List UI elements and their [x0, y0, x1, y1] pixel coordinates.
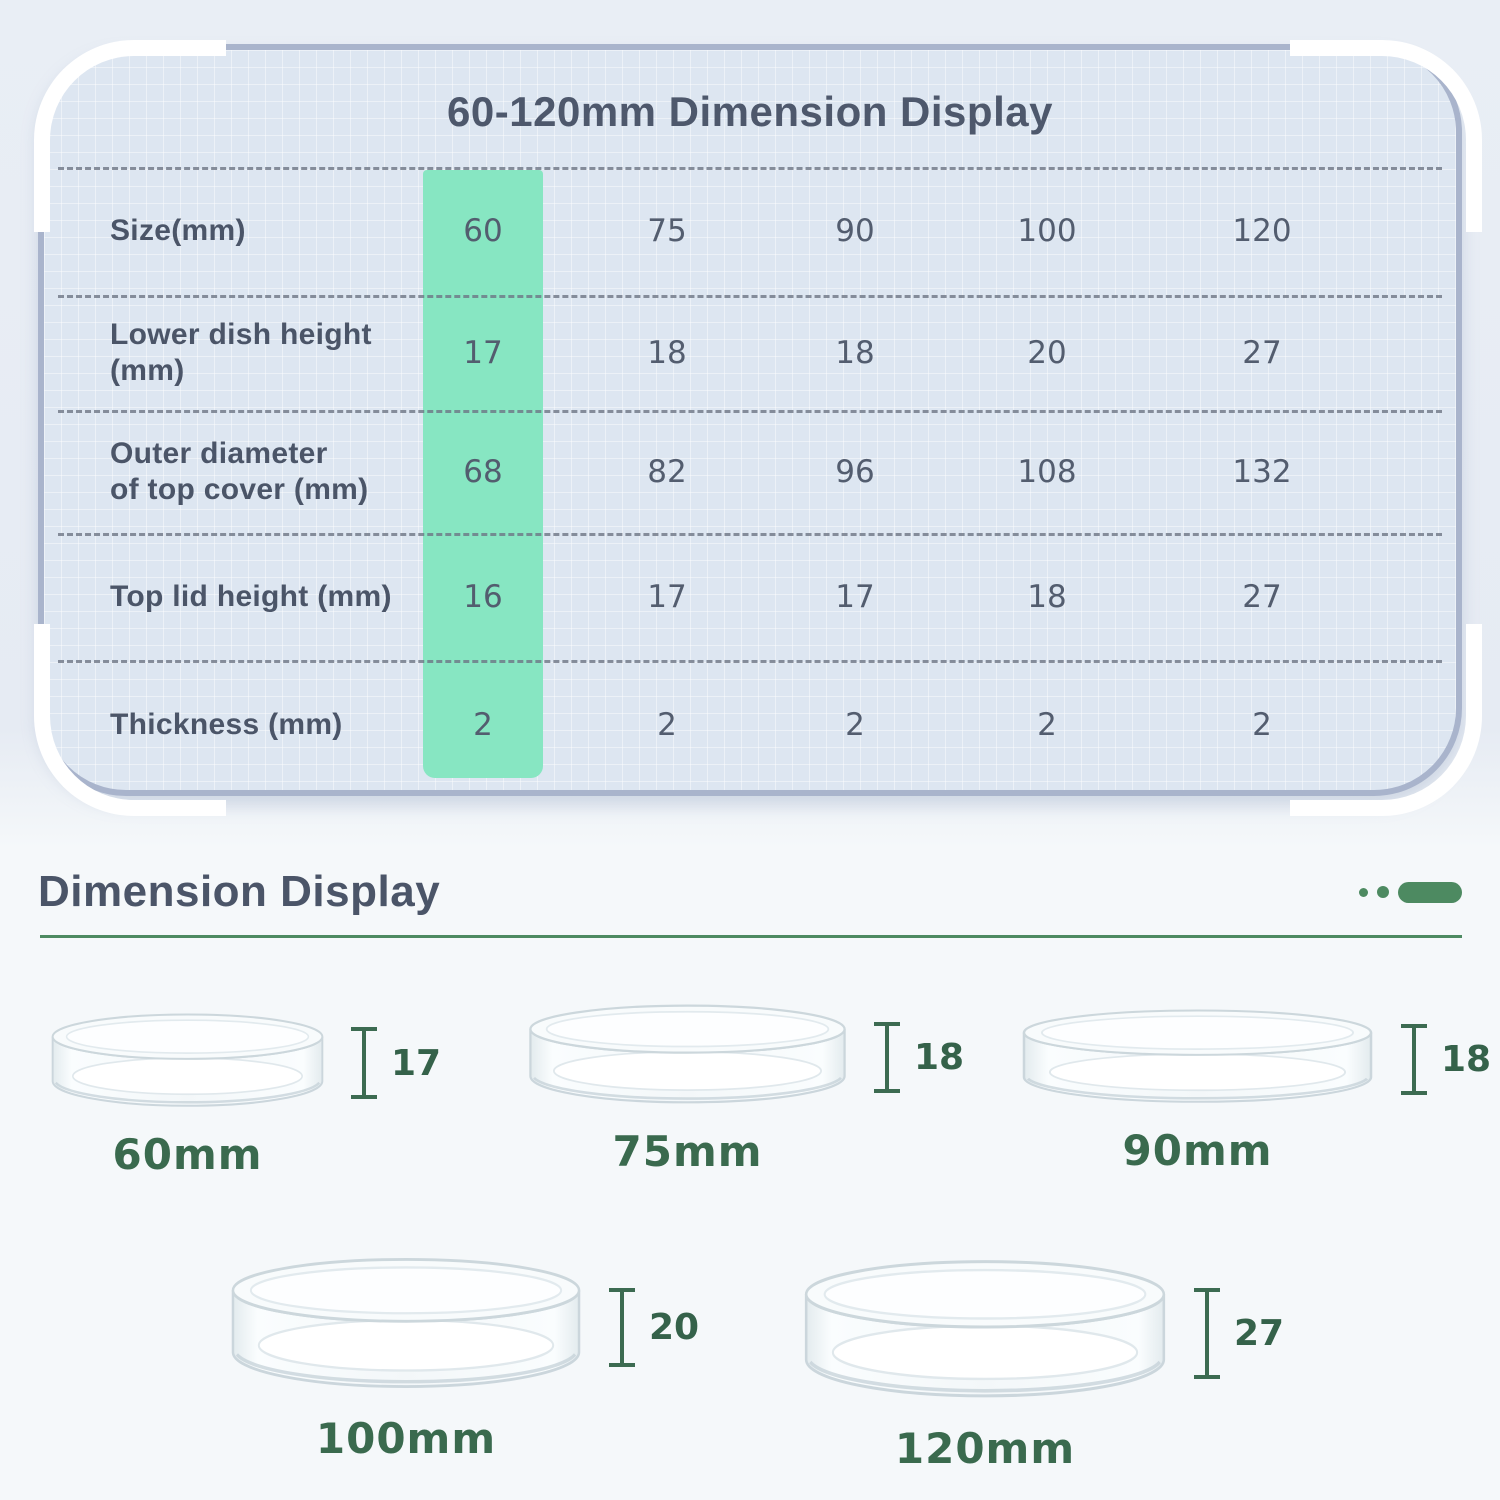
cell-value: 100 [1017, 213, 1077, 249]
dimension-table-card: 60-120mm Dimension Display Size(mm) 60 7… [38, 44, 1462, 796]
cell-value: 2 [845, 707, 865, 743]
dish-60mm: 17 60mm [48, 1012, 441, 1179]
table-row-thickness: Thickness (mm) 2 2 2 2 2 [44, 660, 1456, 790]
petri-dish-illustration [529, 1004, 846, 1104]
table-row-size: Size(mm) 60 75 90 100 120 [44, 167, 1456, 295]
dimension-display-section: Dimension Display 17 60mm [0, 848, 1500, 1500]
row-label: Size(mm) [110, 214, 246, 247]
cell-value: 2 [657, 707, 677, 743]
dish-size-label: 120mm [894, 1424, 1076, 1473]
cell-value: 17 [463, 334, 503, 371]
dish-75mm: 18 75mm [525, 1003, 964, 1176]
cell-value: 2 [1252, 707, 1272, 743]
cell-value: 18 [647, 334, 687, 371]
cell-value: 132 [1232, 453, 1292, 490]
measure-bar-icon [874, 1021, 900, 1093]
cell-value: 75 [647, 213, 687, 249]
dish-size-label: 100mm [315, 1414, 497, 1463]
height-measure: 20 [609, 1287, 700, 1367]
section-accent-decoration [1359, 881, 1462, 903]
dish-size-label: 75mm [612, 1127, 763, 1176]
cell-value: 27 [1242, 578, 1282, 615]
cell-value: 68 [463, 453, 503, 490]
cell-value: 18 [835, 334, 875, 371]
spec-section: 60-120mm Dimension Display Size(mm) 60 7… [0, 0, 1500, 848]
row-label: Thickness (mm) [110, 708, 343, 741]
row-label: Outer diameter of top cover (mm) [110, 436, 369, 506]
height-measure: 27 [1194, 1287, 1285, 1379]
cell-value: 82 [647, 453, 687, 490]
accent-dot-icon [1359, 887, 1368, 897]
cell-value: 120 [1232, 213, 1292, 249]
measure-value: 17 [391, 1042, 442, 1084]
row-divider [58, 295, 1442, 298]
cell-value: 60 [463, 213, 503, 249]
height-measure: 18 [1401, 1023, 1492, 1095]
accent-dash-icon [1398, 881, 1462, 903]
petri-dish-illustration [804, 1260, 1166, 1398]
cell-value: 108 [1017, 453, 1077, 490]
row-divider [58, 533, 1442, 536]
card-title: 60-120mm Dimension Display [447, 88, 1053, 135]
petri-dish-illustration [231, 1258, 581, 1388]
measure-bar-icon [609, 1287, 635, 1367]
cell-value: 16 [463, 578, 503, 615]
height-measure: 17 [351, 1027, 441, 1099]
measure-value: 18 [1441, 1038, 1492, 1080]
cell-value: 17 [647, 578, 687, 615]
measure-bar-icon [351, 1027, 377, 1099]
table-row-lower-dish-height: Lower dish height (mm) 17 18 18 20 27 [44, 295, 1456, 410]
cell-value: 96 [835, 453, 875, 490]
cell-value: 20 [1027, 334, 1067, 371]
accent-dot-icon [1377, 886, 1389, 898]
table-row-top-lid-height: Top lid height (mm) 16 17 17 18 27 [44, 533, 1456, 660]
row-divider [58, 660, 1442, 663]
dish-size-label: 90mm [1122, 1126, 1273, 1175]
measure-value: 27 [1234, 1312, 1285, 1354]
dish-120mm: 27 120mm [800, 1258, 1284, 1473]
measure-value: 18 [914, 1036, 965, 1078]
measure-bar-icon [1401, 1023, 1427, 1095]
height-measure: 18 [874, 1021, 965, 1093]
row-label: Lower dish height (mm) [110, 317, 372, 387]
highlight-column-60mm [423, 170, 543, 778]
row-label: Top lid height (mm) [110, 579, 392, 613]
row-divider [58, 167, 1442, 170]
petri-dish-illustration [1022, 1009, 1373, 1103]
measure-value: 20 [649, 1306, 700, 1348]
cell-value: 2 [1037, 707, 1057, 743]
petri-dish-illustration [51, 1013, 324, 1107]
cell-value: 18 [1027, 578, 1067, 615]
cell-value: 90 [835, 213, 875, 249]
measure-bar-icon [1194, 1287, 1220, 1379]
cell-value: 17 [835, 578, 875, 615]
table-row-outer-diameter: Outer diameter of top cover (mm) 68 82 9… [44, 410, 1456, 533]
cell-value: 27 [1242, 334, 1282, 371]
dish-90mm: 18 90mm [1018, 1008, 1491, 1175]
dish-size-label: 60mm [112, 1130, 263, 1179]
dish-100mm: 20 100mm [227, 1256, 699, 1463]
section-divider-line [40, 935, 1462, 938]
row-divider [58, 410, 1442, 413]
section-heading: Dimension Display [38, 867, 441, 916]
cell-value: 2 [473, 707, 493, 743]
